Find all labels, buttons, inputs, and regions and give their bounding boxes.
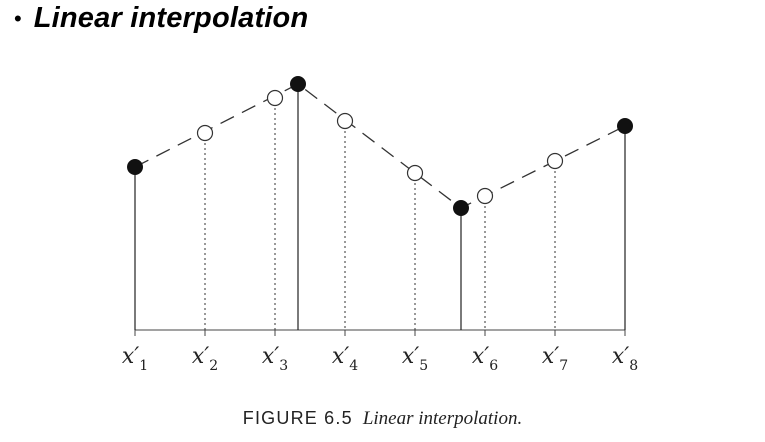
interpolation-line	[134, 83, 626, 209]
known-point-2	[290, 76, 306, 92]
tick-label-3: x′3	[262, 344, 288, 374]
tick-label-4: x′4	[332, 344, 358, 374]
interpolated-samples	[196, 89, 564, 205]
known-point-1	[127, 159, 143, 175]
interpolated-point-5	[406, 164, 424, 182]
figure-label: FIGURE 6.5	[242, 408, 353, 428]
axis-ticks	[134, 330, 626, 336]
figure-caption-text: Linear interpolation.	[362, 408, 523, 429]
tick-label-7: x′7	[542, 344, 568, 374]
known-sample-stems	[134, 84, 626, 330]
slide-title: Linear interpolation	[33, 2, 309, 34]
tick-label-1: x′1	[122, 344, 148, 374]
interpolated-point-3	[266, 89, 284, 107]
tick-label-8: x′8	[612, 344, 638, 374]
tick-labels: x′1 x′2 x′3 x′4 x′5 x′6 x′7 x′8	[122, 344, 638, 374]
known-point-3	[453, 200, 469, 216]
tick-label-6: x′6	[472, 344, 498, 374]
known-point-4	[617, 118, 633, 134]
tick-label-5: x′5	[402, 344, 428, 374]
interpolated-point-6	[476, 187, 494, 205]
slide-header: • Linear interpolation	[14, 2, 308, 35]
interpolated-sample-stems	[204, 98, 556, 330]
interpolated-point-2	[196, 124, 214, 142]
interpolated-point-7	[546, 152, 564, 170]
interpolated-point-4	[336, 112, 354, 130]
bullet-icon: •	[14, 5, 22, 31]
tick-label-2: x′2	[192, 344, 218, 374]
figure-caption: FIGURE 6.5 Linear interpolation.	[0, 408, 765, 430]
known-samples	[127, 76, 633, 216]
